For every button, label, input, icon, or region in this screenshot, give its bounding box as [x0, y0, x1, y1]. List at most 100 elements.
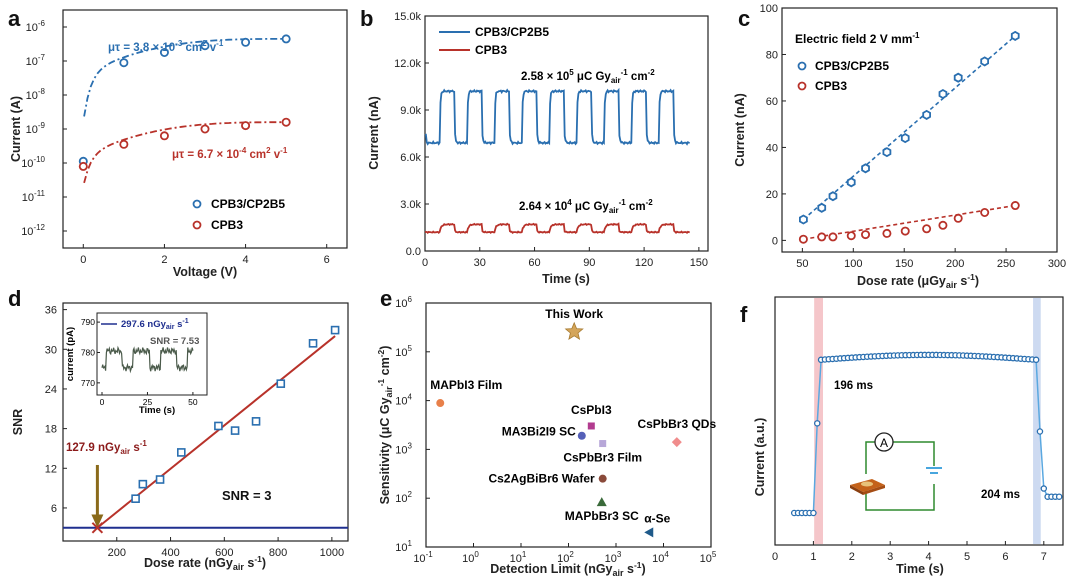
y-tick-label: 105 [395, 344, 412, 359]
y-tick-label: 40 [766, 142, 778, 154]
data-point [200, 41, 210, 51]
data-point [308, 339, 318, 348]
x-tick-label: 60 [528, 257, 540, 269]
x-tick-label: 7 [1041, 551, 1047, 563]
panel-c-frame [781, 7, 1058, 253]
data-point [200, 124, 210, 134]
panel-d-inset: 0 25 50 770 780 790 Time (s) current (pA) 297… [65, 312, 208, 416]
data-point [241, 37, 251, 47]
y-tick-label: 103 [395, 441, 412, 456]
marker-this-work [564, 321, 584, 340]
data-point [1040, 485, 1048, 492]
panel-d-letter: d [8, 286, 21, 311]
data-point [922, 224, 932, 234]
y-tick-label: 104 [395, 393, 412, 408]
legend-marker-blue [192, 199, 202, 209]
panel-d-ylabel: SNR [11, 409, 25, 435]
panel-e-ylabel: Sensitivity (μC Gyair-1 cm-2) [376, 346, 394, 505]
series-line-red [424, 222, 690, 235]
x-tick-label: 400 [161, 547, 179, 559]
ammeter-icon [874, 432, 894, 452]
data-point [817, 202, 827, 213]
panel-a-ticks: 0 2 4 6 10-12 10-11 10-10 10-9 10-8 10-7 10-6 [21, 19, 330, 266]
label-marker--se: α-Se [644, 511, 670, 525]
panel-b-ylabel: Current (nA) [367, 96, 381, 170]
y-tick-label: 36 [45, 305, 57, 317]
panel-b-letter: b [360, 6, 373, 31]
panel-a-xlabel: Voltage (V) [173, 265, 237, 279]
panel-d-data [63, 325, 348, 534]
data-point [177, 448, 186, 457]
panel-f-ylabel: Current (a.u.) [753, 418, 767, 496]
battery-gap [929, 466, 941, 484]
lod-arrow-head [91, 514, 104, 528]
panel-c-xlabel: Dose rate (μGyair s-1) [857, 272, 979, 290]
panel-a-data [78, 34, 291, 184]
data-point [846, 177, 856, 188]
panel-c-ticks: 50 100 150 200 250 300 0 20 40 60 80 100 [760, 3, 1067, 270]
panel-b: b 0 30 60 90 120 150 0.0 3.0k 6.0k 9.0k 12.0k 15.0k… [360, 6, 709, 286]
y-tick-label: 15.0k [394, 11, 421, 23]
data-point [1036, 428, 1044, 435]
legend-label-red: CPB3 [475, 43, 507, 57]
x-tick-label: 1 [810, 551, 816, 563]
data-point [1055, 493, 1063, 500]
marker-ma3bi2i9-sc [577, 431, 586, 440]
panel-d-ticks: 200 400 600 800 1000 6 12 18 24 30 36 [45, 305, 344, 559]
data-point [799, 214, 808, 225]
x-tick-label: 150 [690, 257, 708, 269]
x-tick-label: 6 [324, 254, 330, 266]
data-point [1010, 201, 1020, 211]
panel-e-data: This Work MAPbI3 Film CsPbI3 MA3Bi2I9 SC CsP… [430, 307, 716, 538]
panel-c-legend: CPB3/CP2B5 CPB3 [797, 59, 889, 93]
x-tick-label: 4 [243, 254, 249, 266]
panel-e: e 10-1 100 101 102 103 104 1051011021031041051… [376, 286, 717, 577]
panel-c-data [798, 30, 1020, 244]
panel-b-data [424, 87, 690, 235]
y-tick-label: 30 [45, 344, 57, 356]
label-marker-ma3bi2i9-sc: MA3Bi2I9 SC [502, 425, 576, 439]
data-point [281, 117, 291, 127]
x-tick-label: 50 [796, 258, 808, 270]
panel-a-legend: CPB3/CP2B5 CPB3 [192, 197, 285, 232]
data-point [953, 72, 963, 83]
data-point [900, 133, 910, 144]
data-point [1010, 30, 1020, 41]
panel-a-letter: a [8, 6, 21, 31]
inset-y-tick-label: 770 [81, 378, 95, 388]
x-tick-label: 5 [964, 551, 970, 563]
panel-b-legend: CPB3/CP2B5 CPB3 [439, 25, 549, 57]
x-tick-label: 6 [1002, 551, 1008, 563]
x-tick-label: 100 [844, 258, 862, 270]
fit-line-red [803, 204, 1016, 241]
label-marker-cspbbr3-qds: CsPbBr3 QDs [637, 417, 716, 431]
y-tick-label: 10-9 [26, 121, 46, 136]
lod-cross-b [91, 522, 104, 534]
inset-ylabel: current (pA) [65, 327, 76, 381]
data-point [938, 88, 948, 100]
data-point [828, 232, 838, 242]
marker-cspbi3 [587, 422, 595, 430]
marker-cs2agbibr6-wafer [598, 474, 607, 483]
circuit-schematic: A [844, 432, 942, 511]
data-point [861, 163, 870, 174]
y-tick-label: 10-6 [26, 19, 46, 34]
legend-label-blue: CPB3/CP2B5 [211, 197, 285, 211]
y-tick-label: 10-7 [26, 53, 46, 68]
x-tick-label: 30 [474, 257, 486, 269]
y-tick-label: 80 [766, 49, 778, 61]
marker-cspbbr3-qds [671, 437, 682, 448]
panel-f-xlabel: Time (s) [896, 562, 944, 576]
data-point [330, 325, 340, 335]
x-tick-label: 200 [108, 547, 126, 559]
lod-label: 127.9 nGyair s-1 [66, 439, 147, 456]
x-tick-label: 300 [1048, 258, 1066, 270]
x-tick-label: 4 [926, 551, 932, 563]
y-tick-label: 6.0k [400, 152, 421, 164]
inset-y-tick-label: 790 [81, 317, 95, 327]
x-tick-label: 0 [80, 254, 86, 266]
data-point [251, 417, 261, 426]
legend-label-blue: CPB3/CP2B5 [815, 59, 889, 73]
snr-threshold-label: SNR = 3 [222, 488, 272, 503]
x-tick-label: 2 [849, 551, 855, 563]
